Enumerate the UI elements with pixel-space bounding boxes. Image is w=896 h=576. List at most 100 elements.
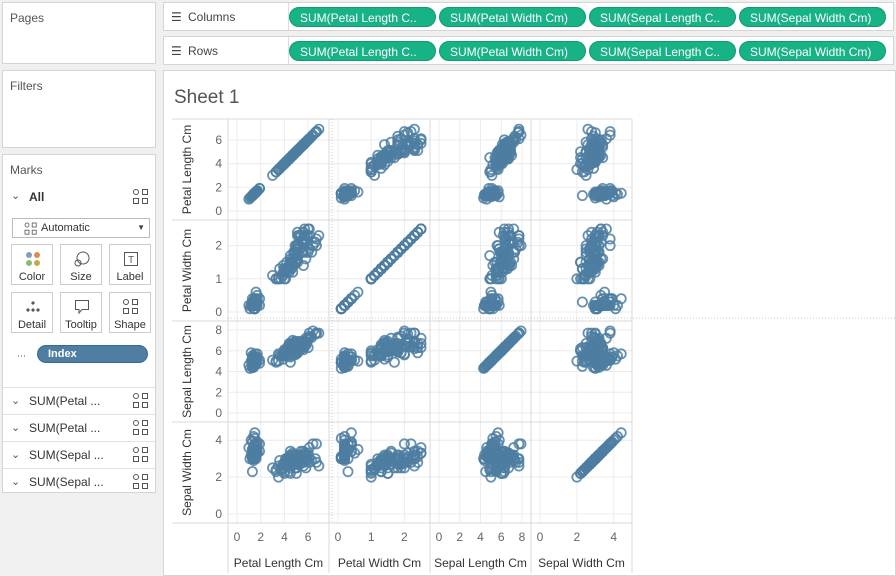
data-point: [494, 453, 506, 465]
data-point: [408, 230, 420, 242]
color-button[interactable]: Color: [11, 244, 53, 285]
data-point: [395, 462, 407, 474]
data-point: [310, 438, 322, 450]
data-point: [497, 141, 509, 153]
data-point: [589, 188, 601, 200]
data-point: [408, 141, 420, 153]
x-axis-title: Sepal Width Cm: [538, 556, 625, 570]
color-icon: [26, 252, 40, 266]
shape-button[interactable]: Shape: [109, 292, 151, 333]
data-point: [339, 447, 351, 459]
data-point: [378, 344, 390, 356]
y-axis-title: Petal Width Cm: [180, 229, 194, 312]
data-point: [282, 154, 294, 166]
data-point: [293, 143, 305, 155]
detail-button[interactable]: Detail: [11, 292, 53, 333]
marks-all-card[interactable]: ⌄ All: [3, 185, 155, 209]
data-point: [307, 240, 319, 252]
data-point: [408, 445, 420, 457]
chevron-down-icon[interactable]: ⌄: [11, 449, 21, 461]
rows-shelf[interactable]: ☰ Rows SUM(Petal Length C.. SUM(Petal Wi…: [163, 36, 894, 65]
label-button[interactable]: T Label: [109, 244, 151, 285]
column-pill-petal-width[interactable]: SUM(Petal Width Cm): [439, 7, 586, 27]
data-point: [415, 447, 427, 459]
data-point: [307, 438, 319, 450]
row-pill-petal-width[interactable]: SUM(Petal Width Cm): [439, 41, 586, 61]
y-tick-label: 0: [215, 406, 222, 420]
data-point: [248, 453, 260, 465]
data-point: [365, 273, 377, 285]
column-pill-sepal-width[interactable]: SUM(Sepal Width Cm): [739, 7, 886, 27]
data-point: [310, 126, 322, 138]
data-point: [604, 438, 616, 450]
data-point: [604, 126, 616, 138]
data-point: [580, 243, 592, 255]
data-point: [248, 188, 260, 200]
marks-card-label: SUM(Petal ...: [29, 394, 101, 408]
row-pill-petal-length[interactable]: SUM(Petal Length C..: [289, 41, 436, 61]
sheet-view: Sheet 1 0 2 4 6 Petal Length Cm 0 1 2 Petal Widt…: [163, 70, 896, 576]
data-point: [597, 445, 609, 457]
data-point: [267, 462, 279, 474]
data-point: [398, 143, 410, 155]
chevron-down-icon[interactable]: ⌄: [11, 190, 21, 202]
data-point: [408, 343, 420, 355]
marks-card-petal-width[interactable]: ⌄ SUM(Petal ...: [3, 414, 155, 440]
columns-shelf[interactable]: ☰ Columns SUM(Petal Length C.. SUM(Petal…: [163, 2, 894, 31]
data-point: [484, 250, 496, 262]
x-axis-title: Petal Length Cm: [234, 556, 323, 570]
data-point: [494, 246, 506, 258]
data-point: [484, 356, 496, 368]
mark-type-dropdown[interactable]: Automatic ▼: [12, 218, 150, 238]
data-point: [415, 337, 427, 349]
data-point: [604, 240, 616, 252]
row-pill-sepal-length[interactable]: SUM(Sepal Length C..: [589, 41, 736, 61]
x-tick-label: 1: [368, 530, 375, 544]
size-label: Size: [70, 271, 92, 283]
data-point: [385, 253, 397, 265]
data-point: [576, 190, 588, 202]
pages-panel[interactable]: Pages: [2, 2, 156, 64]
row-pill-sepal-width[interactable]: SUM(Sepal Width Cm): [739, 41, 886, 61]
data-point: [395, 458, 407, 470]
data-point: [267, 269, 279, 281]
data-point: [250, 186, 262, 198]
data-point: [502, 230, 514, 242]
filters-title: Filters: [10, 79, 43, 93]
filters-panel[interactable]: Filters: [2, 70, 156, 148]
data-point: [595, 188, 607, 200]
chevron-down-icon[interactable]: ⌄: [11, 395, 21, 407]
data-point: [280, 263, 292, 275]
data-point: [589, 346, 601, 358]
data-point: [589, 453, 601, 465]
shapes-icon: [133, 189, 149, 205]
x-axis-title: Sepal Length Cm: [434, 556, 527, 570]
data-point: [352, 355, 364, 367]
data-point: [248, 299, 260, 311]
size-button[interactable]: Size: [60, 244, 102, 285]
x-tick-label: 0: [335, 530, 342, 544]
marks-card-sepal-width[interactable]: ⌄ SUM(Sepal ...: [3, 468, 155, 494]
chevron-down-icon[interactable]: ⌄: [11, 422, 21, 434]
detail-icon: ⋯: [17, 351, 26, 361]
marks-card-petal-length[interactable]: ⌄ SUM(Petal ...: [3, 387, 155, 413]
column-pill-petal-length[interactable]: SUM(Petal Length C..: [289, 7, 436, 27]
data-point: [339, 355, 351, 367]
index-pill[interactable]: Index: [37, 345, 148, 363]
tooltip-button[interactable]: Tooltip: [60, 292, 102, 333]
data-point: [485, 355, 497, 367]
data-point: [392, 145, 404, 157]
chevron-down-icon[interactable]: ⌄: [11, 476, 21, 488]
tooltip-icon: [75, 300, 89, 315]
column-pill-sepal-length[interactable]: SUM(Sepal Length C..: [589, 7, 736, 27]
data-point: [291, 246, 303, 258]
data-point: [494, 145, 506, 157]
x-tick-label: 4: [477, 530, 484, 544]
data-point: [485, 188, 497, 200]
marks-panel: Marks ⌄ All Automatic ▼ Color: [2, 154, 156, 493]
shape-label: Shape: [114, 319, 146, 331]
data-point: [398, 325, 410, 337]
marks-card-sepal-length[interactable]: ⌄ SUM(Sepal ...: [3, 441, 155, 467]
